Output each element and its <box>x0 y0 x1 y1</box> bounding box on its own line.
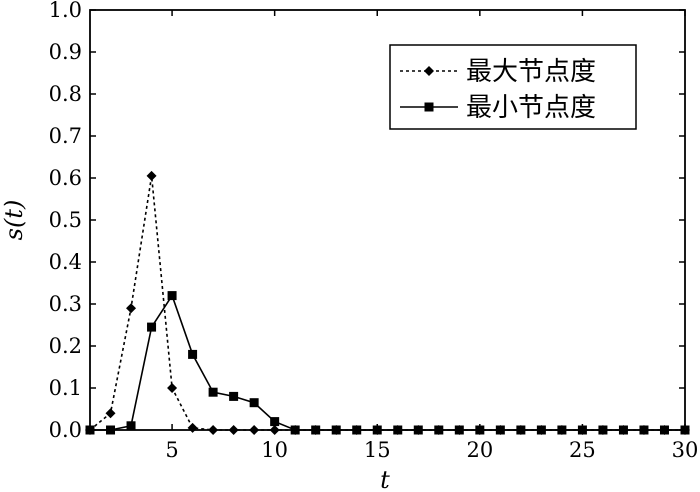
data-point <box>208 425 219 435</box>
y-tick-label: 0.6 <box>49 166 82 190</box>
y-tick-label: 0.2 <box>49 334 82 358</box>
y-tick-label: 0.3 <box>49 292 82 316</box>
x-tick-label: 30 <box>672 438 699 462</box>
data-point <box>434 425 444 435</box>
data-point <box>147 322 157 332</box>
x-tick-label: 10 <box>261 438 288 462</box>
data-point <box>270 417 280 427</box>
y-tick-label: 0.5 <box>49 208 82 232</box>
data-point <box>290 425 300 435</box>
legend-box <box>389 44 637 130</box>
data-point <box>311 425 321 435</box>
data-point <box>228 425 239 435</box>
y-tick-label: 0.4 <box>49 250 82 274</box>
y-tick-label: 0.9 <box>49 40 82 64</box>
data-point <box>188 349 198 359</box>
data-point <box>352 425 362 435</box>
series-layer <box>85 170 690 435</box>
y-tick-label: 0.1 <box>49 376 82 400</box>
data-point <box>413 425 423 435</box>
series-line <box>90 293 685 431</box>
series-1 <box>85 170 690 435</box>
data-point <box>249 398 259 408</box>
legend-label: 最大节点度 <box>466 57 596 87</box>
data-point <box>577 425 587 435</box>
data-point <box>269 425 280 435</box>
data-point <box>249 425 260 435</box>
data-point <box>618 425 628 435</box>
legend-entry: 最小节点度 <box>400 93 596 123</box>
data-point <box>372 425 382 435</box>
data-point <box>85 425 95 435</box>
data-point <box>536 425 546 435</box>
data-point <box>105 408 116 419</box>
data-point <box>639 425 649 435</box>
legend-marker <box>424 66 434 76</box>
y-tick-label: 1.0 <box>49 0 82 22</box>
legend-label: 最小节点度 <box>466 93 596 123</box>
data-point <box>680 425 690 435</box>
data-point <box>393 425 403 435</box>
y-axis-label: s(t) <box>0 200 28 241</box>
data-point <box>557 425 567 435</box>
data-point <box>495 425 505 435</box>
x-axis-label: t <box>380 466 390 492</box>
x-tick-label: 15 <box>364 438 391 462</box>
data-point <box>126 303 137 314</box>
legend-entry: 最大节点度 <box>400 57 596 87</box>
axis-ticks: 0.0 0.1 0.2 0.3 0.4 0.5 0.6 0.7 0.8 0.9 1.0 5 10 15 20… <box>49 0 699 462</box>
x-tick-label: 5 <box>165 438 178 462</box>
data-point <box>208 387 218 397</box>
data-point <box>146 170 157 181</box>
data-point <box>598 425 608 435</box>
series-line <box>89 175 685 431</box>
series-2 <box>85 291 690 435</box>
y-tick-label: 0.0 <box>49 418 82 442</box>
y-tick-label: 0.7 <box>49 124 82 148</box>
data-point <box>126 421 136 431</box>
data-point <box>516 425 526 435</box>
data-point <box>331 425 341 435</box>
x-tick-label: 20 <box>466 438 493 462</box>
data-point <box>659 425 669 435</box>
data-point <box>187 422 198 433</box>
data-point <box>106 425 116 435</box>
legend-marker <box>424 102 434 112</box>
data-point <box>167 291 177 301</box>
data-point <box>475 425 485 435</box>
x-tick-label: 25 <box>569 438 596 462</box>
data-point <box>454 425 464 435</box>
data-point <box>229 391 239 401</box>
y-tick-label: 0.8 <box>49 82 82 106</box>
data-point <box>167 383 178 393</box>
